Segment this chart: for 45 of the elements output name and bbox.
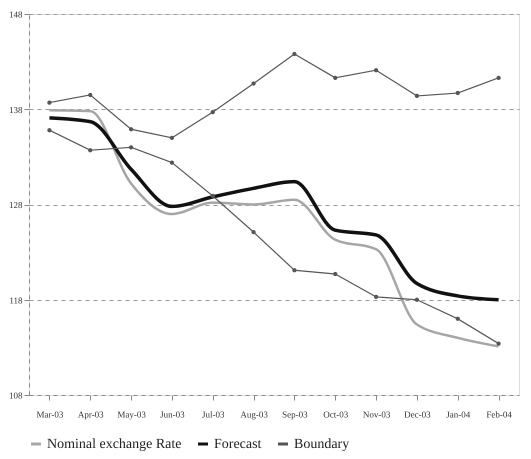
legend-label: Forecast — [214, 437, 262, 452]
point — [251, 230, 256, 234]
point — [210, 194, 215, 198]
x-tick-label: Jan-04 — [446, 410, 471, 420]
point — [88, 92, 92, 98]
point — [374, 68, 378, 72]
x-tick-label: Jul-03 — [202, 410, 225, 420]
y-tick-label: 128 — [9, 200, 23, 210]
point — [456, 90, 460, 96]
x-tick-label: Sep-03 — [282, 410, 308, 420]
point — [333, 272, 338, 276]
point — [374, 294, 378, 300]
x-tick-label: Oct-03 — [323, 410, 349, 420]
x-tick-label: Apr-03 — [78, 410, 104, 420]
x-tick-label: Jun-03 — [160, 410, 186, 420]
legend-label: Boundary — [294, 437, 350, 452]
point — [456, 316, 460, 321]
point — [170, 160, 174, 165]
point — [210, 110, 215, 114]
point — [128, 145, 134, 150]
y-tick-label: 108 — [9, 390, 23, 400]
x-tick-label: Nov-03 — [362, 410, 391, 420]
y-tick-label: 138 — [9, 104, 23, 115]
x-tick-label: Feb-04 — [486, 410, 512, 420]
line-series — [48, 116, 500, 302]
point — [292, 268, 297, 272]
point — [414, 298, 420, 302]
y-tick-label: 148 — [9, 10, 23, 20]
point — [496, 341, 501, 346]
point — [496, 76, 501, 80]
legend-label: Nominal exchange Rate — [47, 437, 182, 452]
x-tick-label: May-03 — [117, 410, 146, 420]
point — [170, 136, 174, 140]
x-tick-label: Aug-03 — [240, 410, 268, 420]
y-tick-label: 118 — [9, 295, 23, 306]
point — [128, 127, 134, 132]
x-tick-label: Mar-03 — [36, 410, 64, 420]
point — [47, 128, 52, 132]
point — [333, 76, 338, 80]
point — [414, 94, 420, 98]
point — [292, 52, 297, 56]
point — [88, 148, 92, 152]
point — [251, 81, 256, 86]
x-tick-label: Dec-03 — [404, 410, 432, 420]
point — [47, 100, 52, 105]
